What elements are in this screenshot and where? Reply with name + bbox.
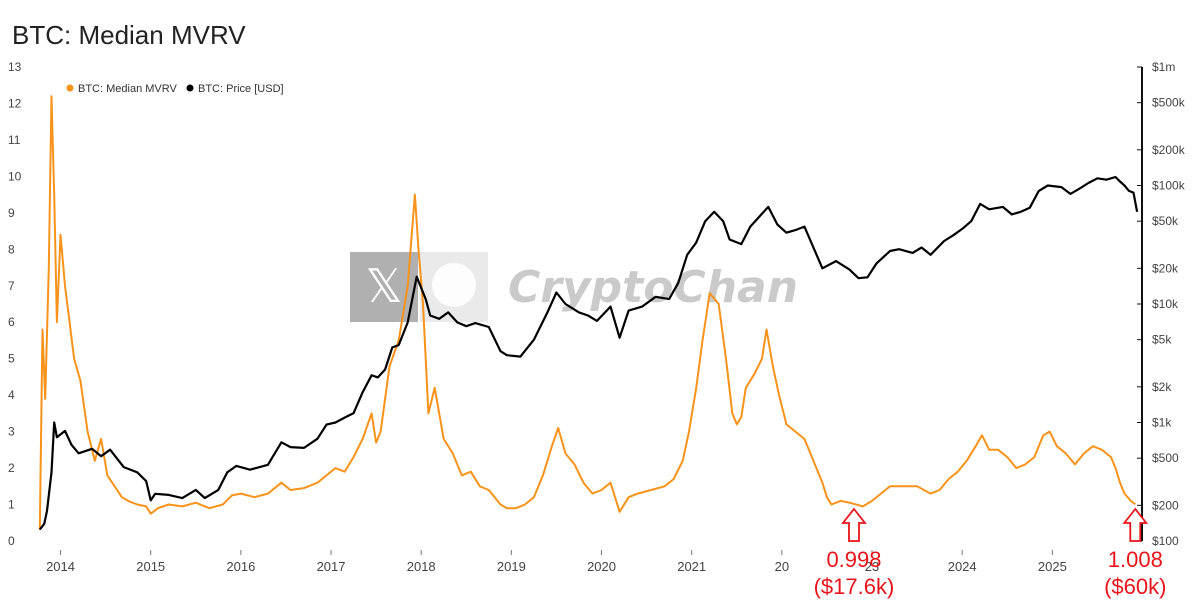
x-tick-label: 2019 — [497, 559, 526, 574]
right-tick-label: $5k — [1152, 333, 1172, 347]
left-tick-label: 12 — [8, 96, 22, 110]
right-tick-label: $1k — [1152, 416, 1172, 430]
chart-title: BTC: Median MVRV — [12, 20, 246, 50]
mvrv-line — [38, 95, 1136, 531]
x-tick-label: 2014 — [46, 559, 75, 574]
left-tick-label: 1 — [8, 498, 15, 512]
up-arrow-icon — [841, 507, 867, 542]
series-layer — [38, 95, 1139, 531]
legend: BTC: Median MVRV BTC: Price [USD] — [66, 83, 284, 95]
x-tick-label: 2024 — [948, 559, 977, 574]
watermark: 𝕏 CryptoChan — [350, 252, 798, 322]
left-tick-label: 5 — [8, 352, 15, 366]
x-tick-label: 2017 — [317, 559, 346, 574]
x-logo-glyph: 𝕏 — [365, 259, 402, 313]
right-tick-label: $2k — [1152, 380, 1172, 394]
annotation-price: ($60k) — [1104, 574, 1166, 599]
watermark-text: CryptoChan — [508, 262, 798, 313]
up-arrow-icon — [1122, 507, 1149, 542]
right-tick-label: $200k — [1152, 143, 1186, 157]
left-tick-label: 0 — [8, 534, 15, 548]
x-tick-label: 2025 — [1038, 559, 1067, 574]
left-tick-label: 11 — [8, 133, 21, 147]
annotations: 0.998($17.6k) 1.008($60k) — [814, 507, 1166, 599]
x-tick-label: 20 — [775, 559, 789, 574]
right-tick-label: $100k — [1152, 179, 1186, 193]
x-tick-label: 23 — [865, 559, 879, 574]
panda-face-icon — [432, 263, 476, 307]
right-tick-label: $200 — [1152, 498, 1179, 512]
left-tick-label: 4 — [8, 388, 15, 402]
x-tick-label: 2021 — [677, 559, 706, 574]
right-tick-label: $100 — [1152, 534, 1179, 548]
price-line — [38, 175, 1139, 531]
left-tick-label: 2 — [8, 461, 15, 475]
x-tick-label: 2016 — [226, 559, 255, 574]
right-tick-label: $500k — [1152, 96, 1186, 110]
right-tick-label: $1m — [1152, 60, 1175, 74]
right-tick-label: $20k — [1152, 261, 1179, 275]
left-tick-label: 6 — [8, 315, 15, 329]
left-tick-label: 3 — [8, 425, 15, 439]
left-tick-label: 8 — [8, 242, 15, 256]
annotation-value: 1.008 — [1108, 547, 1163, 572]
right-tick-label: $50k — [1152, 214, 1179, 228]
right-tick-label: $10k — [1152, 297, 1179, 311]
right-tick-label: $500 — [1152, 451, 1179, 465]
x-tick-label: 2018 — [407, 559, 436, 574]
legend-label: BTC: Median MVRV — [78, 83, 177, 95]
x-tick-label: 2020 — [587, 559, 616, 574]
legend-swatch — [66, 84, 74, 92]
annotation-price: ($17.6k) — [814, 574, 895, 599]
left-tick-label: 10 — [8, 169, 22, 183]
legend-label: BTC: Price [USD] — [198, 83, 284, 95]
left-tick-label: 9 — [8, 206, 15, 220]
left-tick-label: 13 — [8, 60, 22, 74]
left-tick-label: 7 — [8, 279, 15, 293]
axes: 012345678910111213$100$200$500$1k$2k$5k$… — [8, 60, 1186, 574]
x-tick-label: 2015 — [136, 559, 165, 574]
annotation-value: 0.998 — [826, 547, 881, 572]
legend-swatch — [186, 84, 194, 92]
